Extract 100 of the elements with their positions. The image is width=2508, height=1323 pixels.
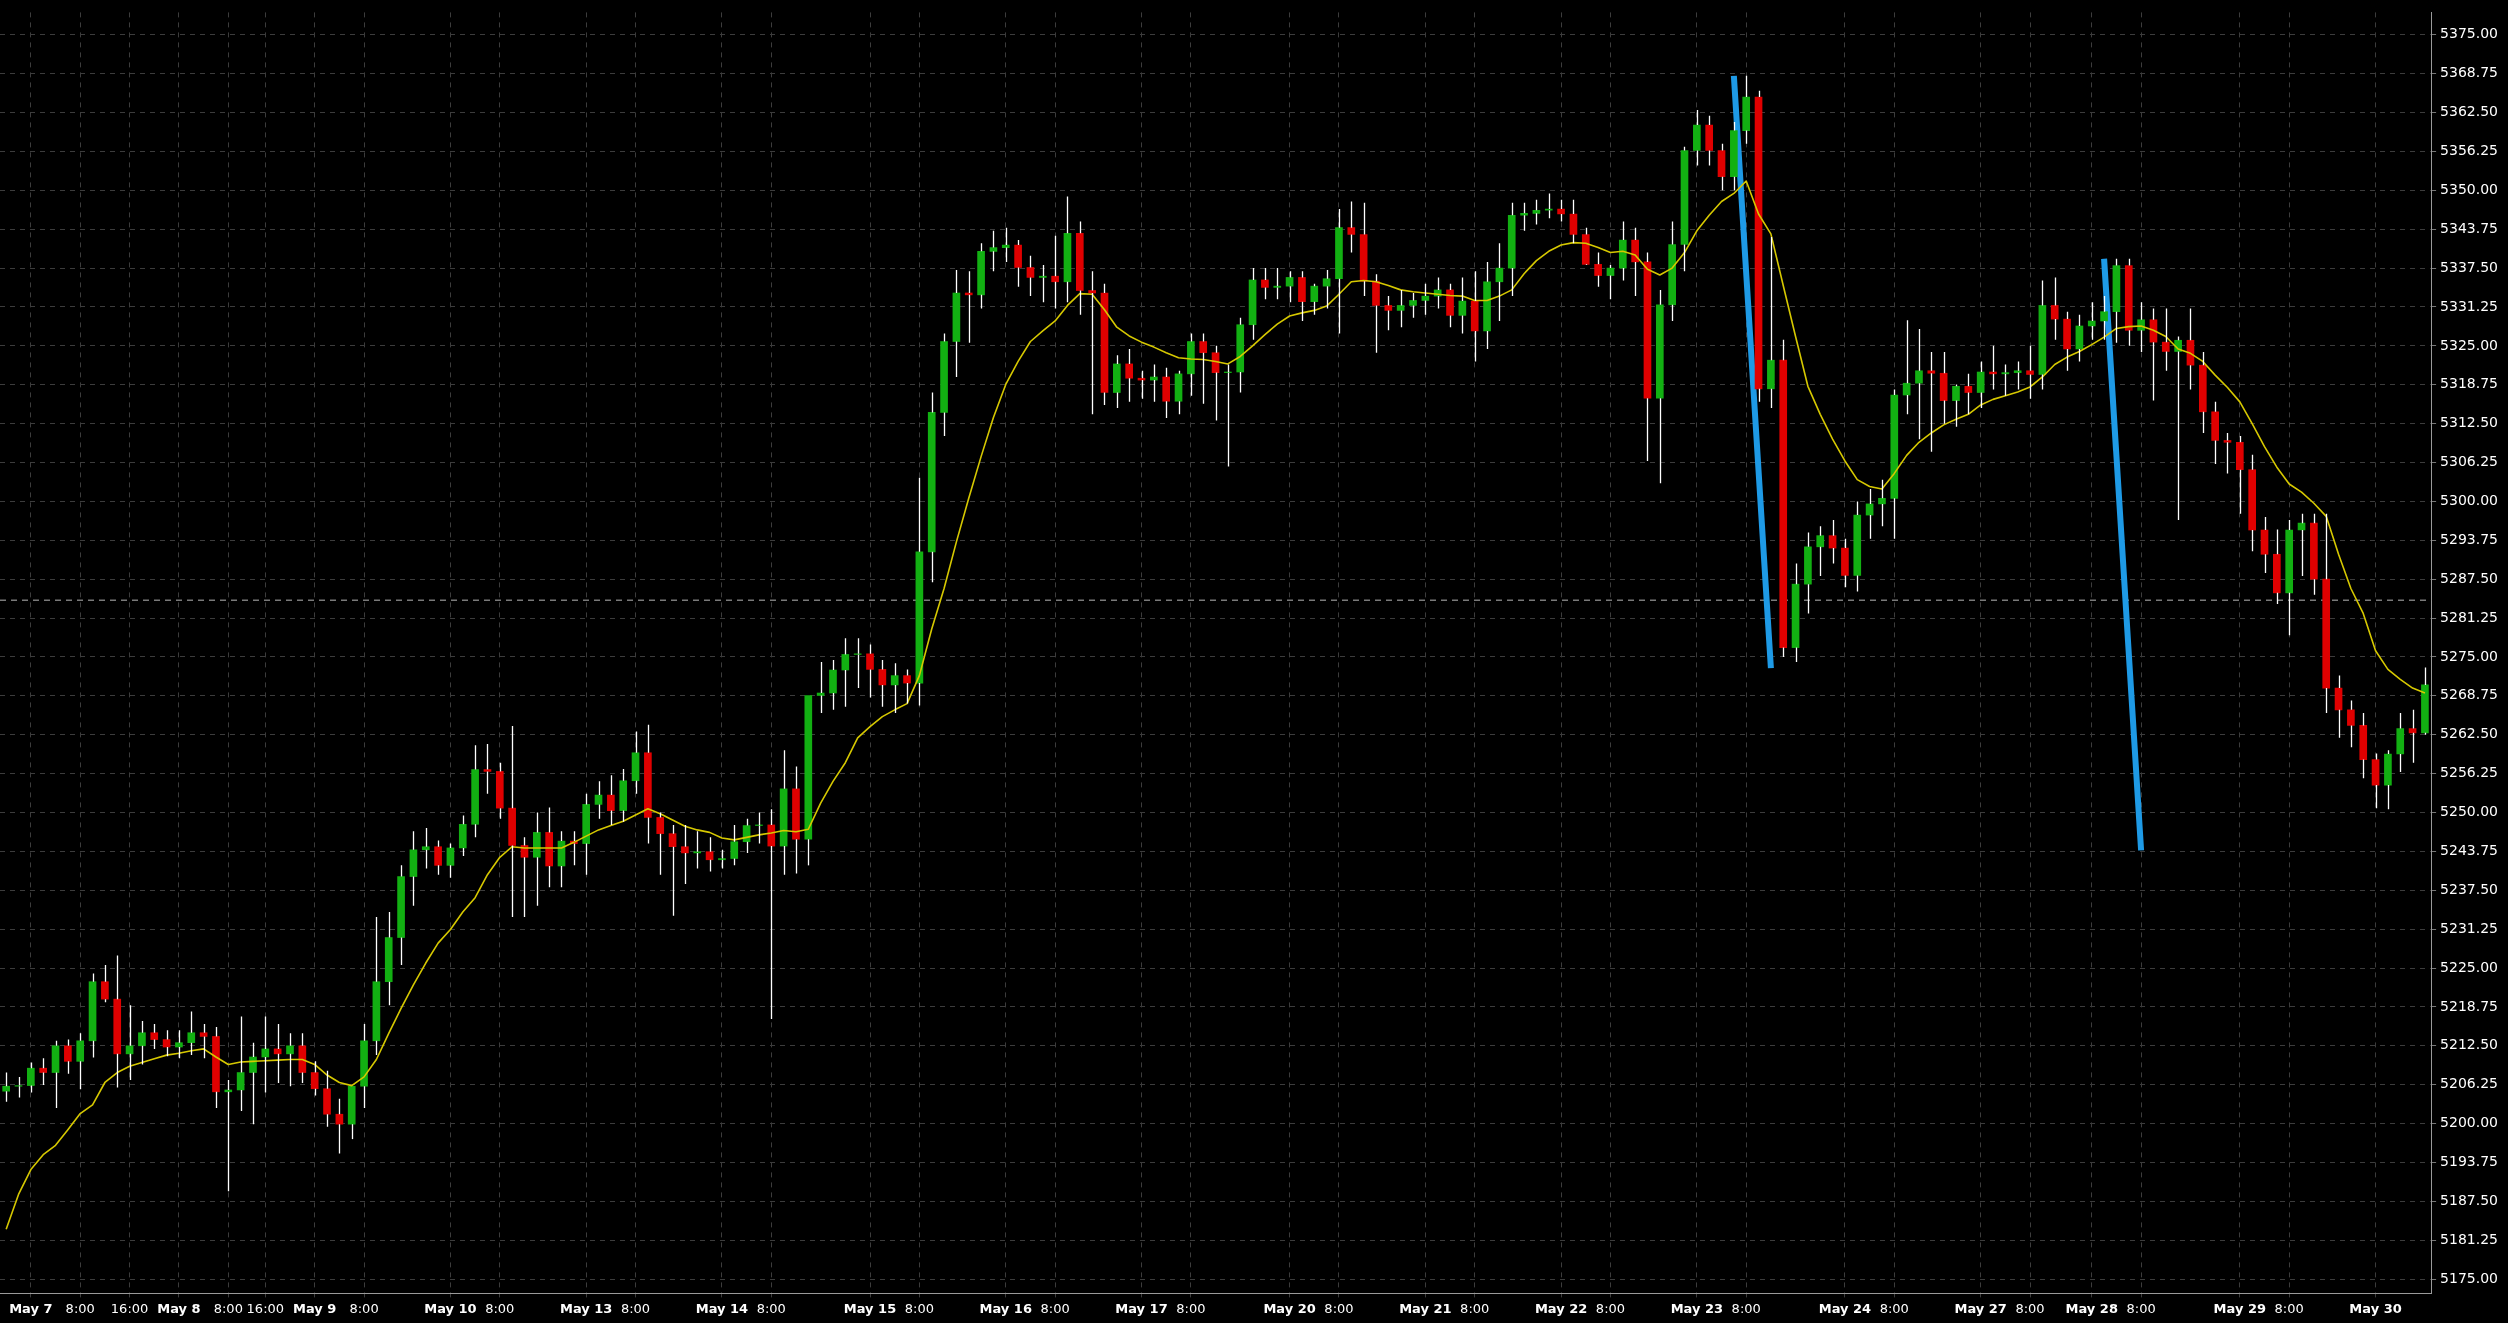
candlestick bbox=[421, 827, 430, 870]
candlestick bbox=[1001, 227, 1010, 263]
candlestick bbox=[594, 780, 603, 820]
candlestick bbox=[2198, 351, 2207, 434]
candlestick bbox=[236, 1015, 245, 1112]
candlestick bbox=[310, 1060, 319, 1097]
candlestick bbox=[212, 1026, 220, 1109]
x-tick-label: May 8 bbox=[157, 1300, 201, 1316]
candlestick bbox=[2322, 513, 2331, 714]
x-tick-label: May 10 bbox=[424, 1300, 477, 1316]
candlestick bbox=[1063, 195, 1072, 303]
candlestick bbox=[693, 830, 702, 870]
candlestick bbox=[199, 1023, 208, 1059]
candlestick bbox=[792, 765, 800, 875]
candlestick bbox=[545, 806, 553, 888]
candlestick bbox=[1952, 383, 1960, 428]
candlestick bbox=[1409, 292, 1417, 319]
candlestick bbox=[952, 269, 961, 378]
candlestick bbox=[1038, 264, 1047, 303]
candlestick bbox=[1915, 328, 1923, 440]
x-tick-label: May 13 bbox=[559, 1300, 613, 1316]
y-tick-label: 5212.50 bbox=[2440, 1036, 2499, 1053]
candlestick bbox=[1631, 227, 1639, 297]
candlestick bbox=[2408, 709, 2417, 764]
candlestick bbox=[384, 911, 393, 1006]
candlestick bbox=[1791, 562, 1800, 663]
y-tick-label: 5268.75 bbox=[2440, 686, 2499, 703]
candlestick bbox=[989, 230, 998, 272]
x-tick-label: 8:00 bbox=[620, 1300, 651, 1316]
candlestick bbox=[940, 332, 948, 437]
y-tick-label: 5237.50 bbox=[2440, 880, 2499, 897]
candlestick bbox=[372, 916, 381, 1056]
candlestick bbox=[2, 1071, 10, 1103]
x-tick-label: May 20 bbox=[1263, 1300, 1316, 1316]
x-tick-label: May 16 bbox=[979, 1300, 1032, 1316]
x-tick-label: 16:00 bbox=[246, 1300, 285, 1316]
y-tick-label: 5362.50 bbox=[2440, 103, 2499, 120]
candlestick bbox=[2359, 712, 2368, 779]
candlestick bbox=[2013, 360, 2022, 391]
candlestick bbox=[2100, 295, 2108, 341]
candlestick bbox=[1162, 367, 1171, 419]
y-tick-label: 5250.00 bbox=[2440, 803, 2499, 820]
candlestick bbox=[187, 1010, 196, 1056]
y-tick-label: 5337.50 bbox=[2440, 258, 2499, 275]
candlestick bbox=[2371, 752, 2380, 809]
x-tick-label: 8:00 bbox=[904, 1300, 934, 1316]
y-tick-label: 5181.25 bbox=[2440, 1230, 2499, 1247]
candlestick bbox=[1014, 239, 1022, 288]
y-tick-label: 5187.50 bbox=[2440, 1191, 2499, 1208]
candlestick bbox=[397, 864, 405, 966]
candlestick bbox=[360, 1023, 368, 1109]
candlestick bbox=[1236, 317, 1245, 394]
x-tick-label: May 28 bbox=[2065, 1300, 2118, 1316]
candlestick bbox=[1113, 354, 1121, 409]
candlestick bbox=[1273, 267, 1282, 300]
x-tick-label: May 9 bbox=[293, 1300, 337, 1316]
candlestick bbox=[2050, 276, 2059, 341]
y-tick-label: 5206.25 bbox=[2440, 1075, 2499, 1092]
candlestick bbox=[495, 762, 504, 820]
y-tick-label: 5200.00 bbox=[2440, 1114, 2499, 1131]
y-tick-label: 5175.00 bbox=[2440, 1269, 2499, 1286]
candlestick bbox=[150, 1023, 159, 1050]
candlestick bbox=[644, 724, 652, 845]
y-tick-label: 5375.00 bbox=[2440, 25, 2499, 42]
candlestick bbox=[1717, 143, 1726, 191]
candlestick bbox=[1754, 90, 1763, 403]
x-tick-label: 8:00 bbox=[213, 1300, 243, 1316]
x-tick-label: 8:00 bbox=[1879, 1300, 1909, 1316]
candlestick bbox=[261, 1015, 270, 1094]
y-tick-label: 5262.50 bbox=[2440, 725, 2499, 742]
candlestick bbox=[335, 1098, 344, 1155]
candlestick bbox=[1335, 208, 1343, 335]
candlestick bbox=[2038, 279, 2047, 391]
candlestick bbox=[2087, 301, 2096, 341]
x-tick-label: 8:00 bbox=[1731, 1300, 1761, 1316]
candlestick bbox=[39, 1057, 48, 1086]
x-tick-label: 8:00 bbox=[1324, 1300, 1354, 1316]
candlestick bbox=[631, 730, 640, 795]
candlestick bbox=[1458, 276, 1467, 335]
x-tick-label: May 29 bbox=[2213, 1300, 2267, 1316]
candlestick bbox=[1569, 199, 1578, 244]
candlestick bbox=[113, 954, 122, 1089]
y-tick-label: 5281.25 bbox=[2440, 608, 2499, 625]
candlestick bbox=[51, 1040, 60, 1109]
candlestick bbox=[1927, 351, 1936, 453]
x-tick-label: May 21 bbox=[1399, 1300, 1452, 1316]
candlestick bbox=[977, 242, 985, 310]
candlestick bbox=[1816, 525, 1825, 577]
candlestick bbox=[804, 695, 813, 867]
candlestick bbox=[903, 668, 911, 705]
candlestick bbox=[878, 659, 887, 708]
candlestick bbox=[2112, 258, 2121, 344]
candlestick bbox=[1742, 75, 1751, 145]
candlestick bbox=[483, 743, 492, 795]
x-tick-label: May 22 bbox=[1534, 1300, 1588, 1316]
candlestick bbox=[508, 725, 516, 918]
candlestick bbox=[841, 637, 850, 708]
candlestick bbox=[1372, 273, 1380, 354]
candlestick bbox=[866, 643, 874, 699]
candlestick bbox=[64, 1038, 72, 1075]
